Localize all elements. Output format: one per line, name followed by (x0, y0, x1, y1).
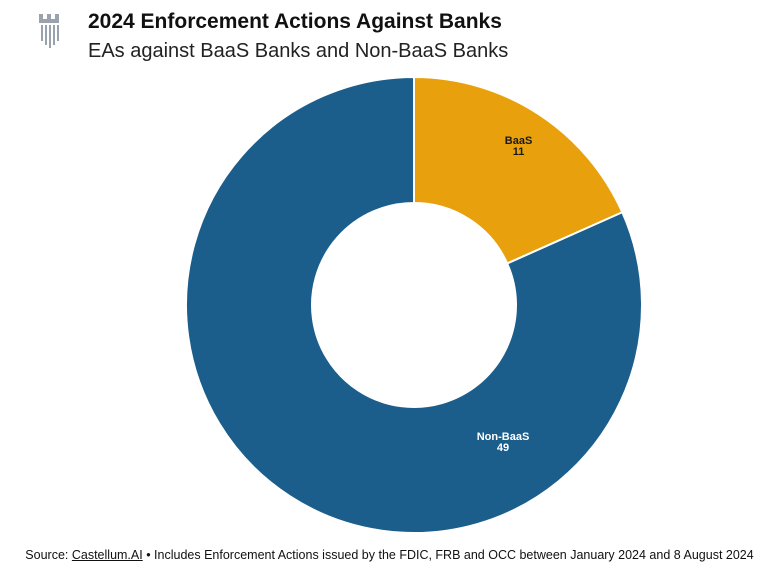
slice-label-non-baas: Non-BaaS (477, 431, 530, 443)
chart-title: 2024 Enforcement Actions Against Banks (88, 10, 502, 33)
chart-subtitle: EAs against BaaS Banks and Non-BaaS Bank… (88, 40, 509, 62)
source-link[interactable]: Castellum.AI (71, 548, 143, 562)
slice-label-baas: BaaS (505, 135, 533, 147)
source-prefix: Source: (25, 548, 72, 562)
slice-baas[interactable] (413, 75, 624, 265)
slice-non-baas[interactable] (185, 75, 643, 534)
source-note: • Includes Enforcement Actions issued by… (142, 548, 754, 562)
slice-value-non-baas: 49 (497, 442, 509, 454)
slice-value-baas: 11 (513, 146, 525, 158)
source-footer: Source: Castellum.AI • Includes Enforcem… (0, 548, 779, 562)
castle-tower-icon (39, 14, 59, 48)
